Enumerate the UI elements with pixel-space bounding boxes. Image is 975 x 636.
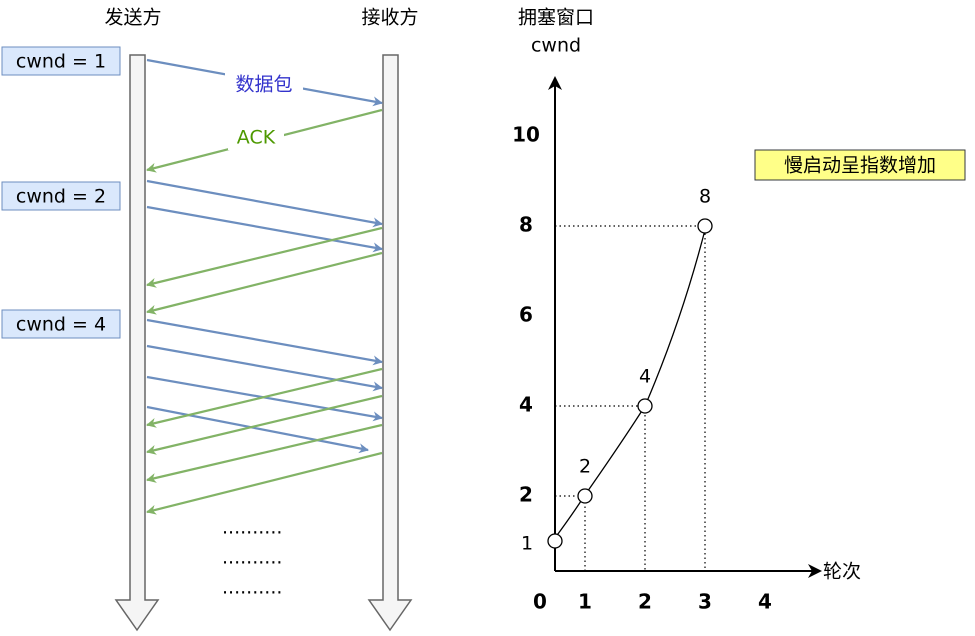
annotation: 慢启动呈指数增加 — [784, 155, 936, 177]
guide-line — [555, 405, 646, 571]
cwnd-box — [1, 46, 121, 76]
data-point — [637, 398, 653, 414]
x-tick-label: 2 — [638, 590, 652, 614]
label-bg — [225, 72, 303, 98]
y-tick-label: 6 — [519, 303, 533, 327]
point-label: 1 — [521, 533, 533, 555]
receiver-timeline — [367, 54, 413, 632]
y-axis-unit: cwnd — [531, 35, 581, 57]
cwnd-label: cwnd = 2 — [16, 186, 106, 208]
data-point — [547, 533, 563, 549]
point-label: 2 — [579, 456, 591, 478]
ellipsis: .......... — [222, 547, 282, 569]
ack-arrow — [146, 367, 383, 428]
x-axis-title: 轮次 — [823, 561, 861, 583]
packet-arrow — [146, 205, 383, 253]
cwnd-label: cwnd = 4 — [16, 314, 106, 336]
packet-arrow — [146, 344, 383, 392]
packet-arrow — [146, 405, 369, 454]
packet-arrow — [146, 179, 383, 228]
cwnd-box — [1, 309, 121, 339]
guide-line — [555, 495, 586, 571]
ack-label: ACK — [237, 127, 276, 149]
x-tick-label: 4 — [758, 590, 772, 614]
cwnd-box — [1, 181, 121, 211]
x-tick-label: 0 — [533, 590, 547, 614]
receiver-label: 接收方 — [361, 7, 418, 29]
x-tick-label: 3 — [698, 590, 712, 614]
label-bg — [228, 126, 284, 150]
y-tick-label: 8 — [519, 213, 533, 237]
point-label: 8 — [699, 186, 711, 208]
ack-arrow — [146, 394, 383, 455]
ack-arrow — [146, 451, 383, 515]
ellipsis: .......... — [222, 577, 282, 599]
data-point — [577, 488, 593, 504]
ellipsis: .......... — [222, 517, 282, 539]
graph-marks: 2 4 6 8 10 0 1 2 3 4 1 2 4 8 — [512, 123, 772, 614]
sender-label: 发送方 — [104, 7, 161, 29]
sender-timeline — [114, 54, 160, 632]
packet-label: 数据包 — [235, 74, 292, 96]
y-tick-label: 10 — [512, 123, 540, 147]
annotation-box — [754, 149, 966, 181]
y-tick-label: 4 — [519, 393, 533, 417]
guide-line — [555, 225, 706, 571]
y-tick-label: 2 — [519, 483, 533, 507]
growth-curve — [554, 225, 707, 539]
cwnd-boxes: cwnd = 1 cwnd = 2 cwnd = 4 — [1, 46, 121, 339]
cwnd-label: cwnd = 1 — [16, 51, 106, 73]
data-point — [697, 218, 713, 234]
packet-arrow — [146, 318, 383, 366]
ack-arrow — [146, 423, 383, 483]
point-label: 4 — [639, 366, 651, 388]
y-axis-title: 拥塞窗口 — [518, 7, 594, 29]
ack-arrow — [146, 226, 383, 288]
x-tick-label: 1 — [578, 590, 592, 614]
ack-arrow — [146, 251, 383, 315]
